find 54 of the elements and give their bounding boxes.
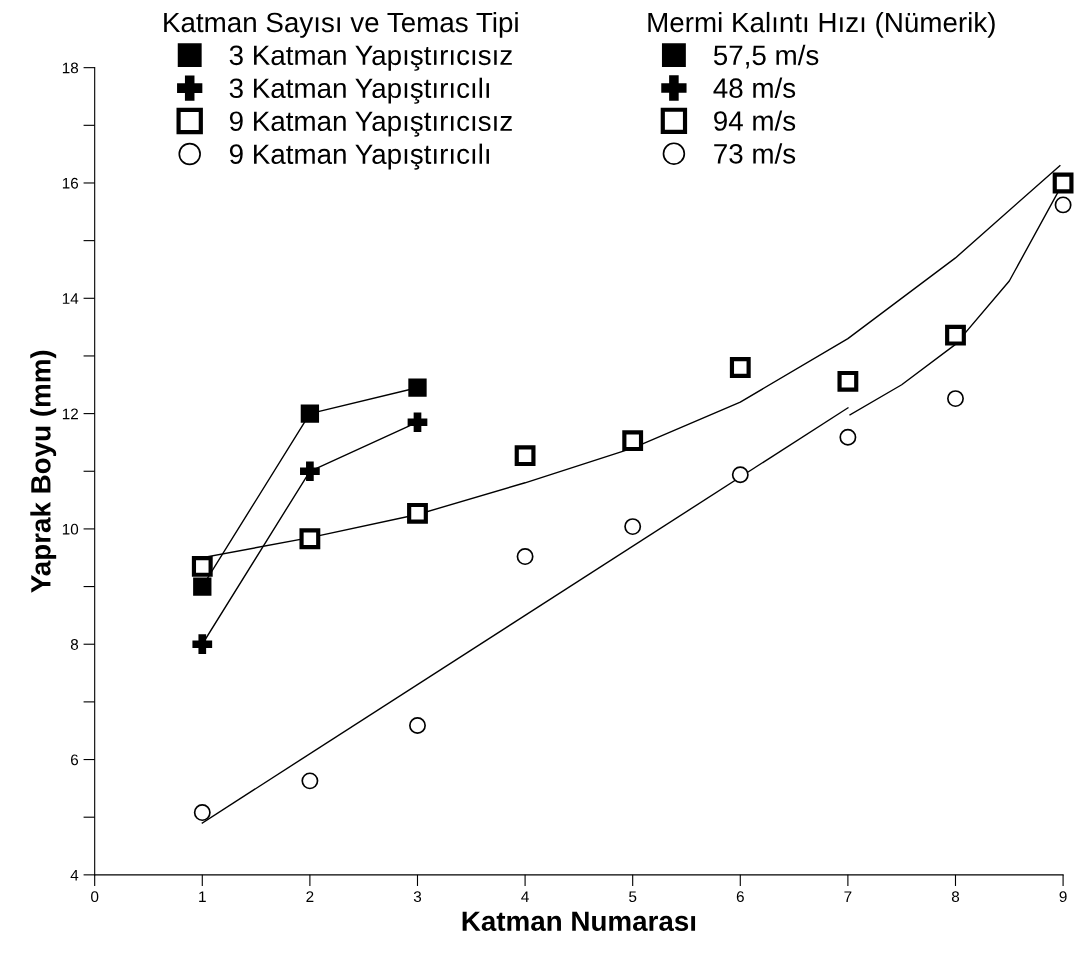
x-tick-label: 3: [413, 891, 422, 903]
point: [839, 428, 857, 446]
point: [407, 412, 428, 433]
legend-title: Katman Sayısı ve Temas Tipi: [164, 11, 518, 38]
point: [729, 357, 751, 378]
annotation: 94 m/s: [714, 110, 796, 131]
annotation: 48 m/s: [713, 77, 796, 98]
point: [408, 378, 427, 397]
y-tick-label: 16: [62, 177, 79, 189]
point: [300, 404, 320, 423]
point: [192, 634, 213, 655]
y-tick-label: 8: [70, 639, 79, 650]
y-tick-label: 14: [62, 293, 79, 304]
point: [191, 555, 213, 577]
x-tick-label: 7: [844, 891, 852, 902]
x-tick-label: 4: [521, 891, 529, 902]
point: [837, 370, 859, 392]
y-tick-label: 12: [62, 408, 78, 420]
text: Mermi Kalıntı Hızı (Nümerik): [648, 11, 995, 38]
point: [407, 502, 428, 524]
point: [516, 548, 534, 566]
point: [624, 518, 642, 536]
point: [947, 390, 964, 408]
point: [514, 445, 536, 467]
point: [193, 577, 212, 596]
y-axis-title: Yaprak Boyu (mm): [30, 350, 57, 593]
x-tick-label: 8: [951, 891, 960, 903]
y-tick-label: 10: [62, 523, 79, 535]
x-tick-label: 2: [306, 891, 314, 902]
point: [301, 772, 319, 790]
point: [945, 324, 966, 346]
point: [409, 717, 426, 734]
point: [1054, 196, 1072, 214]
point: [731, 466, 749, 484]
x-tick-label: 5: [629, 891, 637, 903]
legend-label: 9 Katman Yapıştırıcılı: [229, 143, 489, 170]
point: [300, 461, 320, 482]
legend-label: 3 Katman Yapıştırıcılı: [229, 77, 489, 104]
point: [299, 528, 321, 550]
legend-label: 9 Katman Yapıştırıcısız: [229, 111, 512, 137]
x-tick-label: 9: [1059, 891, 1067, 903]
y-tick-label: 18: [62, 62, 79, 74]
legend-label: 3 Katman Yapıştırıcısız: [229, 45, 512, 71]
point: [1052, 172, 1074, 194]
y-tick-label: 4: [70, 869, 79, 881]
annotation: 57,5 m/s: [713, 44, 819, 69]
x-tick-label: 1: [199, 891, 206, 902]
y-tick-label: 6: [71, 754, 79, 766]
x-tick-label: 6: [736, 891, 744, 903]
annotation: 73 m/s: [714, 143, 796, 164]
x-tick-label: 0: [91, 891, 99, 903]
point: [193, 804, 211, 822]
point: [622, 430, 644, 452]
x-axis-title: Katman Numarası: [462, 911, 696, 932]
